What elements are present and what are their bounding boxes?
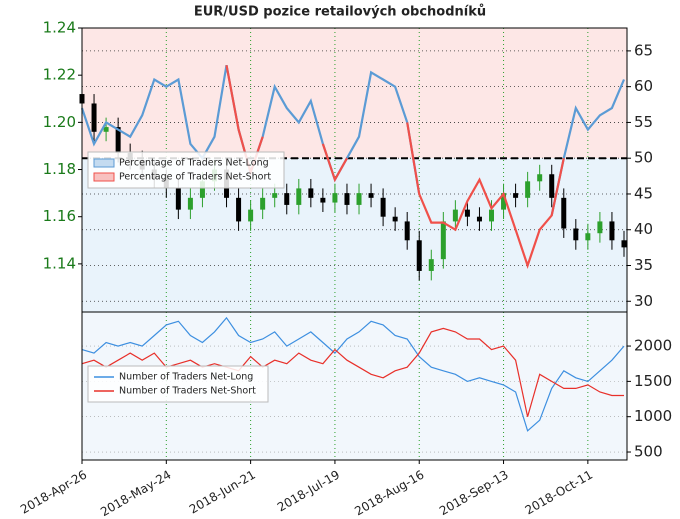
x-tick-label: 2018-Apr-26 [18,468,89,517]
y2-tick-label: 55 [634,113,653,131]
candle-body [513,193,519,198]
legend-label: Number of Traders Net-Long [119,372,253,383]
legend: Percentage of Traders Net-Long Percentage… [87,151,285,189]
plot-frame [81,311,628,461]
y2-tick-label: 60 [634,77,653,95]
candle-body [537,174,543,182]
candle-body [91,103,97,132]
y2-tick-label: 50 [634,149,653,167]
count-line [81,316,625,432]
y-tick-label: 1.24 [43,19,76,37]
legend-label: Percentage of Traders Net-Short [119,172,271,183]
chart-title: EUR/USD pozice retailových obchodníků [194,5,486,20]
y2-tick-label: 40 [634,220,653,238]
candle-body [236,197,242,222]
candle-body [308,188,314,198]
candle-body [356,193,362,205]
candle-body [392,216,398,222]
y-tick-label: 1.20 [43,113,76,131]
candle-body [103,127,109,132]
x-tick-label: 2018-May-24 [98,468,173,519]
short-zone [82,28,627,159]
candle-body [561,197,567,229]
candle-body [248,209,254,222]
y-tick-label: 1500 [634,372,672,390]
legend-swatch [93,158,115,168]
candle-body [187,197,193,210]
candle-body [597,221,603,234]
candle-body [332,193,338,203]
legend-label: Percentage of Traders Net-Long [119,158,269,169]
x-tick-label: 2018-Sep-13 [437,468,511,519]
candle-body [440,221,446,260]
legend-box [87,151,285,189]
y-tick-label: 1000 [634,407,672,425]
candle-body [525,181,531,198]
candle-body [272,193,278,198]
candle-body [416,240,422,271]
y-tick-label: 1.16 [43,207,76,225]
y-tick-label: 1.18 [43,160,76,178]
candle-body [549,174,555,198]
x-tick-label: 2018-Aug-16 [352,468,426,519]
y2-tick-label: 65 [634,41,653,59]
candle-body [115,127,121,154]
y-tick-label: 1.14 [43,254,76,272]
candle-body [621,240,627,248]
candle-body [175,188,181,210]
candle-body [609,221,615,241]
legend-box [87,365,269,403]
legend-swatch [93,172,115,182]
candle-body [380,197,386,217]
candle-body [296,188,302,205]
candle-body [199,181,205,198]
x-tick-label: 2018-Oct-11 [523,468,595,518]
candle-body [428,259,434,271]
candle-body [284,193,290,205]
candle-body [464,209,470,217]
candle-body [585,233,591,241]
candle-body [476,216,482,222]
candle-body [452,209,458,222]
count-line [81,327,624,417]
y-tick-label: 2000 [634,337,672,355]
candle-body [489,209,495,222]
candle-body [573,228,579,241]
candle-body [260,197,266,210]
y2-tick-label: 45 [634,184,653,202]
candle-body [344,193,350,205]
y2-tick-label: 30 [634,292,653,310]
x-tick-label: 2018-Jun-21 [187,468,258,517]
candle-body [501,193,507,210]
candle-body [404,221,410,241]
y-tick-label: 1.22 [43,66,76,84]
candle-body [368,193,374,198]
candle-body [320,197,326,203]
legend-label: Number of Traders Net-Short [119,386,256,397]
legend: Number of Traders Net-Long Number of Trad… [87,365,269,403]
y-tick-label: 500 [634,443,663,461]
y2-tick-label: 35 [634,256,653,274]
x-tick-label: 2018-Jul-19 [275,468,342,515]
